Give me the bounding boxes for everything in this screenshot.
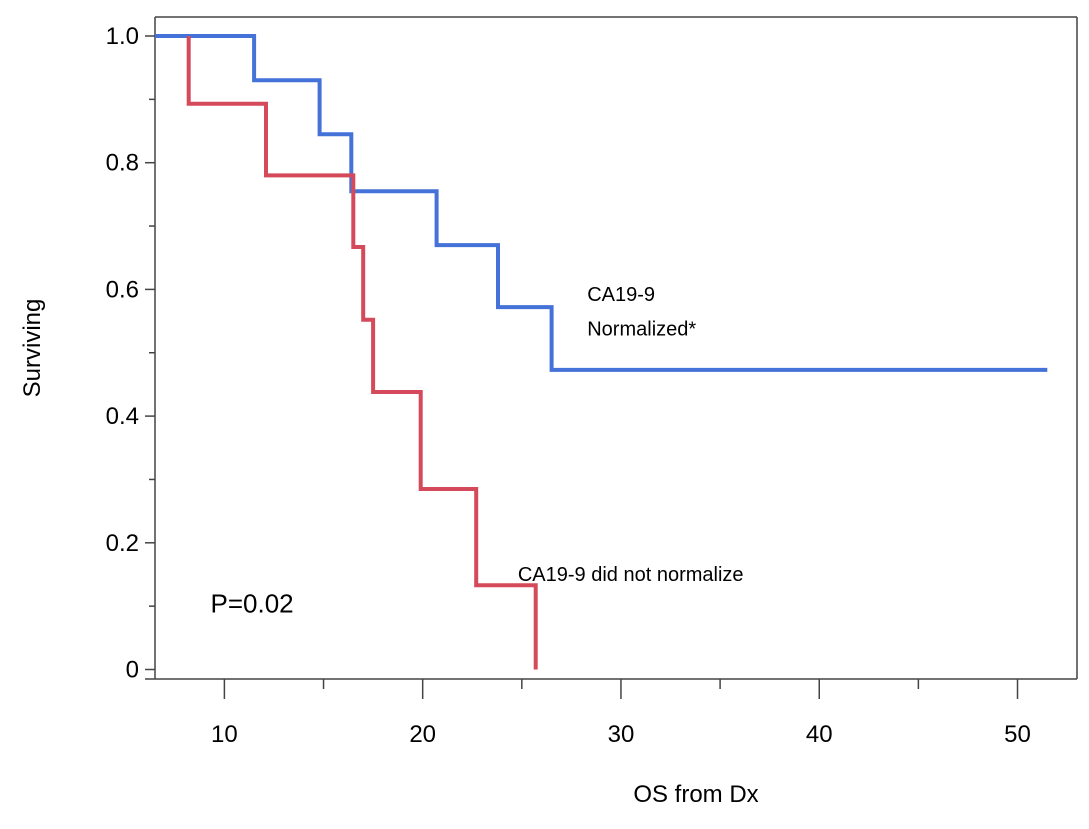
x-tick-label: 20: [409, 721, 436, 748]
y-tick-label: 0.6: [106, 276, 139, 303]
y-tick-label: 1.0: [106, 23, 139, 50]
y-axis-title: Surviving: [19, 299, 46, 398]
axis-ticks: 0 0.2 0.4 0.6 0.8 1.0 10 20 30 40 50: [106, 23, 1031, 748]
annotations: CA19-9 Normalized* CA19-9 did not normaliz…: [211, 284, 744, 619]
p-value-label: P=0.02: [211, 588, 294, 618]
y-tick-label: 0: [126, 656, 139, 683]
survival-curve-not-normalized: [186, 36, 538, 670]
y-tick-label: 0.8: [106, 150, 139, 177]
axis-labels: OS from Dx Surviving: [19, 299, 759, 808]
x-tick-label: 50: [1004, 721, 1031, 748]
y-tick-label: 0.2: [106, 530, 139, 557]
x-axis-title: OS from Dx: [633, 781, 758, 808]
survival-curves: [155, 34, 1048, 670]
x-tick-label: 40: [806, 721, 833, 748]
series-annotation: Normalized*: [587, 319, 696, 341]
x-tick-label: 30: [608, 721, 635, 748]
y-tick-label: 0.4: [106, 403, 139, 430]
survival-curve-normalized: [155, 34, 1048, 372]
series-annotation: CA19-9: [587, 284, 655, 306]
x-tick-label: 10: [211, 721, 238, 748]
plot-frame: [145, 16, 1078, 680]
series-annotation: CA19-9 did not normalize: [518, 564, 744, 586]
